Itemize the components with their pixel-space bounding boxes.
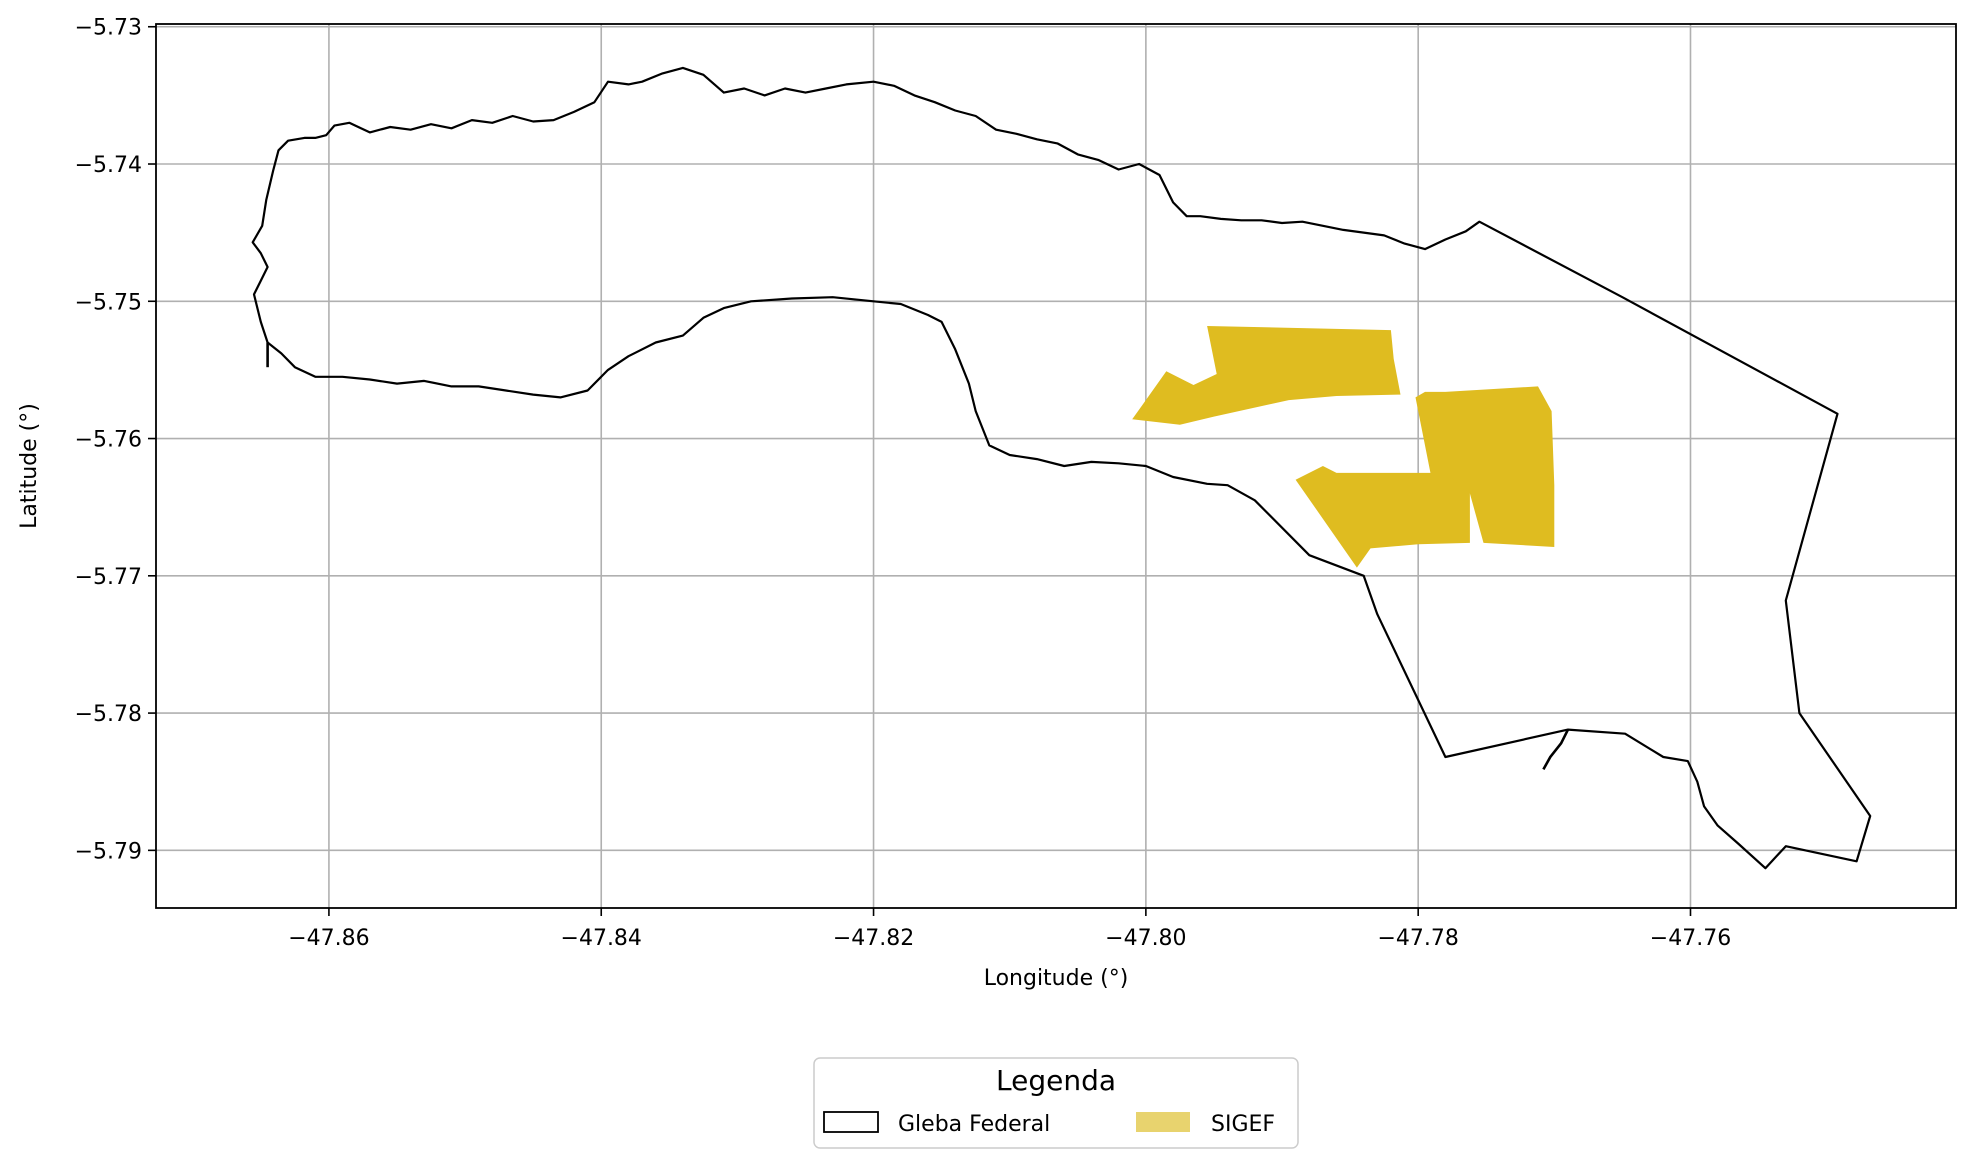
legend-swatch-gleba-federal bbox=[823, 1111, 879, 1133]
sigef-polygon bbox=[1132, 326, 1401, 425]
x-tick-label: −47.78 bbox=[1377, 926, 1458, 951]
y-tick-label: −5.79 bbox=[75, 839, 142, 864]
gleba-federal-polygon bbox=[251, 66, 1872, 870]
plot-frame bbox=[155, 23, 1957, 909]
x-tick-label: −47.76 bbox=[1650, 926, 1731, 951]
y-tick-label: −5.74 bbox=[75, 153, 142, 178]
legend: Legenda Gleba Federal SIGEF bbox=[813, 1057, 1299, 1149]
sigef-polygon bbox=[1415, 386, 1555, 547]
axis-ticks: −47.86 −47.84 −47.82 −47.80 −47.78 −47.76 −5.7… bbox=[75, 16, 1732, 951]
x-tick-label: −47.86 bbox=[288, 926, 369, 951]
grid bbox=[156, 24, 1956, 908]
y-tick-label: −5.78 bbox=[75, 702, 142, 727]
x-axis-label: Longitude (°) bbox=[984, 966, 1129, 991]
legend-title: Legenda bbox=[996, 1064, 1116, 1097]
legend-label-gleba-federal: Gleba Federal bbox=[898, 1112, 1050, 1137]
x-tick-label: −47.84 bbox=[561, 926, 642, 951]
y-tick-label: −5.73 bbox=[75, 16, 142, 41]
y-tick-label: −5.75 bbox=[75, 290, 142, 315]
legend-label-sigef: SIGEF bbox=[1211, 1112, 1275, 1137]
x-tick-label: −47.82 bbox=[833, 926, 914, 951]
x-tick-label: −47.80 bbox=[1105, 926, 1186, 951]
y-axis-label: Latitude (°) bbox=[17, 403, 42, 529]
map-layers bbox=[251, 66, 1872, 870]
y-tick-label: −5.76 bbox=[75, 428, 142, 453]
legend-swatch-sigef bbox=[1136, 1112, 1190, 1132]
y-tick-label: −5.77 bbox=[75, 565, 142, 590]
gleba-federal-line bbox=[1542, 729, 1570, 771]
sigef-polygon bbox=[1295, 466, 1470, 568]
